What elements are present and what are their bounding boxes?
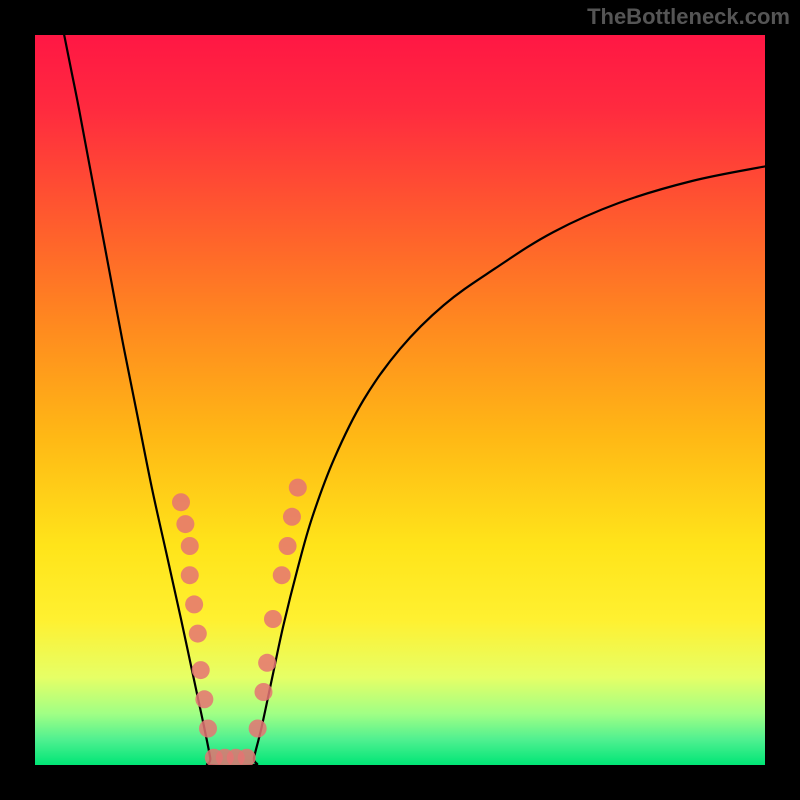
chart-container: TheBottleneck.com: [0, 0, 800, 800]
bottleneck-chart: [0, 0, 800, 800]
watermark-text: TheBottleneck.com: [587, 4, 790, 30]
